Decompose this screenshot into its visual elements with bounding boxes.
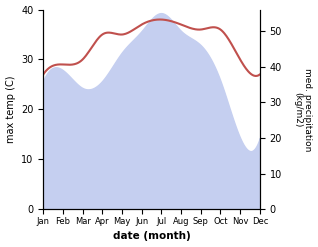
- Y-axis label: max temp (C): max temp (C): [5, 76, 16, 143]
- X-axis label: date (month): date (month): [113, 231, 190, 242]
- Y-axis label: med. precipitation
(kg/m2): med. precipitation (kg/m2): [293, 68, 313, 151]
